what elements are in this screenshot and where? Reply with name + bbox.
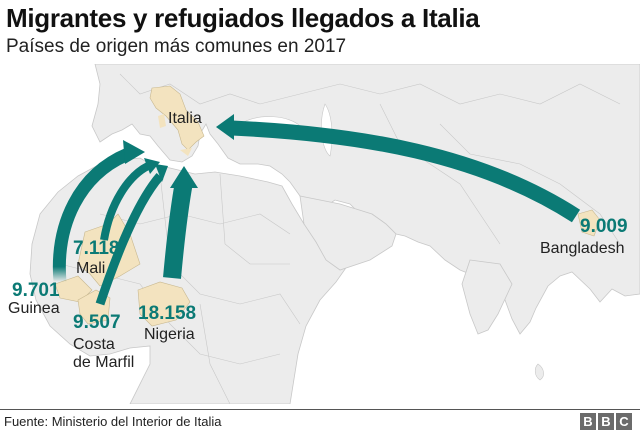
footer-divider <box>0 409 640 410</box>
mali-value: 7.118 <box>73 238 120 259</box>
bbc-logo-b2: B <box>598 413 614 430</box>
guinea-value: 9.701 <box>12 280 60 301</box>
bbc-logo-b1: B <box>580 413 596 430</box>
destination-label: Italia <box>168 110 202 127</box>
guinea-label: Guinea <box>8 300 60 317</box>
bbc-logo-c: C <box>616 413 632 430</box>
bangladesh-shape <box>577 209 601 237</box>
chart-subtitle: Países de origen más comunes en 2017 <box>6 36 347 57</box>
ivory-coast-label-2: de Marfil <box>73 354 135 371</box>
nigeria-value: 18.158 <box>138 303 197 324</box>
bangladesh-value: 9.009 <box>580 216 628 237</box>
flow-map <box>0 64 640 404</box>
bangladesh-label: Bangladesh <box>540 240 625 257</box>
arrow-heads <box>123 114 234 188</box>
mali-label: Mali <box>76 260 106 277</box>
source-note: Fuente: Ministerio del Interior de Itali… <box>4 414 222 429</box>
flow-arrows <box>52 120 581 306</box>
chart-title: Migrantes y refugiados llegados a Italia <box>6 3 480 33</box>
italy-shape <box>149 85 205 151</box>
bbc-logo: B B C <box>580 413 632 430</box>
nigeria-label: Nigeria <box>144 326 195 343</box>
ivory-coast-value: 9.507 <box>73 312 121 333</box>
nigeria-shape <box>137 281 191 327</box>
ivory-coast-label-1: Costa <box>73 336 115 353</box>
